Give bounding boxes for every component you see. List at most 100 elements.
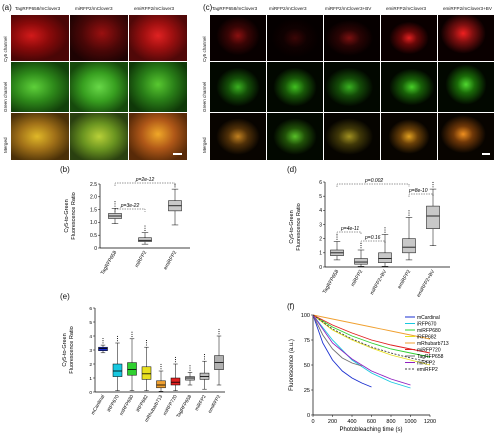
d-box <box>378 252 392 264</box>
b-outlier <box>174 186 176 188</box>
f-xtick-label: 800 <box>386 419 395 425</box>
chart-d-annotation-2: p=0.16 <box>364 235 381 241</box>
d-outlier <box>408 214 410 216</box>
f-xtick-label: 1000 <box>404 419 416 425</box>
d-box <box>402 238 416 254</box>
e-ytick-label: 0 <box>89 390 92 396</box>
e-outlier <box>189 365 191 367</box>
f-ytick-label: 0 <box>307 413 310 419</box>
f-legend-label: miRFP680 <box>417 328 441 334</box>
e-outlier <box>145 340 148 342</box>
panel-f-label: (f) <box>287 302 295 311</box>
d-box <box>426 205 440 229</box>
d-box <box>354 258 368 265</box>
chart-d-annotation-4: p=8e-10 <box>408 188 428 194</box>
micrograph-a-merged-tagrfp658 <box>11 113 69 160</box>
e-ytick-label: 5 <box>89 320 92 326</box>
d-category-label: emiRFP2 <box>397 269 413 290</box>
b-box <box>138 237 152 242</box>
f-xtick-label: 0 <box>311 419 314 425</box>
e-outlier <box>102 337 104 340</box>
chart-b-axes <box>99 184 190 249</box>
panel-c-label: (c) <box>203 3 213 12</box>
d-outlier <box>336 236 338 238</box>
e-ytick-label: 1 <box>89 376 92 382</box>
e-outlier <box>131 331 133 333</box>
panel-a-col-3: emiRFP2/mClover3 <box>134 6 175 11</box>
panel-a-col-1: TagRFP658/mClover3 <box>15 6 61 11</box>
d-outlier <box>384 227 386 229</box>
chart-b-ylabel-1: Cy5-to-Green <box>64 199 70 232</box>
chart-e-ylabel-1: Cy5-to-Green <box>62 333 68 366</box>
d-ytick-label: 0 <box>319 265 322 271</box>
d-outlier <box>408 212 410 214</box>
panel-c-col-2: miRFP2/mClover3 <box>269 6 307 11</box>
e-category-label: miRFP680 <box>119 394 136 417</box>
b-outlier <box>114 203 116 205</box>
d-outlier <box>360 245 362 247</box>
b-ytick-label: 2.5 <box>90 182 97 188</box>
e-box <box>127 362 137 376</box>
d-outlier <box>384 231 386 233</box>
d-category-label: TagRFP658 <box>322 269 341 295</box>
f-ytick-label: 50 <box>304 363 310 369</box>
micrograph-c-merged-4 <box>381 113 437 160</box>
e-outlier <box>102 342 104 344</box>
panel-a-label: (a) <box>2 3 12 12</box>
d-category-label: emiRFP2+BV <box>416 268 437 298</box>
f-series-line-3 <box>312 314 431 366</box>
scale-bar-a <box>173 153 182 155</box>
f-ytick-label: 25 <box>304 388 310 394</box>
e-outlier <box>174 361 177 363</box>
micrograph-c-green-1 <box>210 62 266 112</box>
micrograph-a-merged-emirfp2 <box>129 113 187 160</box>
chart-d-ylabel-1: Cy5-to-Green <box>289 210 295 243</box>
d-ytick-label: 6 <box>319 180 322 186</box>
panel-c-col-3: miRFP2/mClover3+BV <box>325 6 372 11</box>
micrograph-a-green-mirfp2 <box>70 62 128 112</box>
micrograph-c-cy5-5 <box>438 15 494 61</box>
micrograph-a-green-emirfp2 <box>129 62 187 112</box>
panel-a-row-2: Green channel <box>3 81 8 112</box>
scale-bar-c <box>482 153 490 155</box>
e-outlier <box>218 331 220 333</box>
micrograph-c-green-4 <box>381 62 437 112</box>
chart-f-xlabel: Photobleaching time (s) <box>339 427 402 433</box>
chart-b-ylabel-2: Fluorescence Ratio <box>71 192 77 239</box>
d-ytick-label: 4 <box>319 208 322 214</box>
f-legend-label: mRhubarb713 <box>417 341 449 347</box>
e-outlier <box>131 333 133 335</box>
b-ytick-label: 2.0 <box>90 195 97 201</box>
e-outlier <box>189 369 191 371</box>
micrograph-a-merged-mirfp2 <box>70 113 128 160</box>
chart-b-bracket-2 <box>114 182 176 186</box>
b-ytick-label: 1.5 <box>90 207 97 213</box>
chart-d-annotation-1: p=4e-11 <box>340 226 359 232</box>
chart-d-bracket-1 <box>336 231 362 235</box>
e-outlier <box>174 356 177 358</box>
f-series-line-7 <box>312 314 411 386</box>
e-outlier <box>203 358 206 360</box>
micrograph-c-merged-2 <box>267 113 323 160</box>
e-outlier <box>160 366 162 368</box>
d-outlier <box>432 186 434 188</box>
f-legend-label: TagRFP658 <box>417 354 444 360</box>
f-series-line-4 <box>312 314 431 340</box>
d-outlier <box>384 229 386 231</box>
e-outlier <box>218 328 220 330</box>
f-legend-label: miRFP720 <box>417 347 441 353</box>
f-legend-label: emiRFP2 <box>417 367 438 373</box>
chart-d-bracket-2 <box>360 240 386 244</box>
f-xtick-label: 400 <box>347 419 356 425</box>
e-category-label: miRFP2 <box>194 394 208 412</box>
micrograph-a-green-tagrfp658 <box>11 62 69 112</box>
d-ytick-label: 1 <box>319 251 322 257</box>
chart-d-bracket-3 <box>336 183 410 187</box>
micrograph-c-green-3 <box>324 62 380 112</box>
f-ytick-label: 75 <box>304 338 310 344</box>
f-legend-label: iRFP670 <box>417 321 437 327</box>
e-box <box>156 380 166 389</box>
f-legend-label: mCardinal <box>417 315 440 321</box>
panel-a-row-1: Cy5 channel <box>3 36 8 62</box>
panel-a-row-3: Merged <box>3 137 8 153</box>
